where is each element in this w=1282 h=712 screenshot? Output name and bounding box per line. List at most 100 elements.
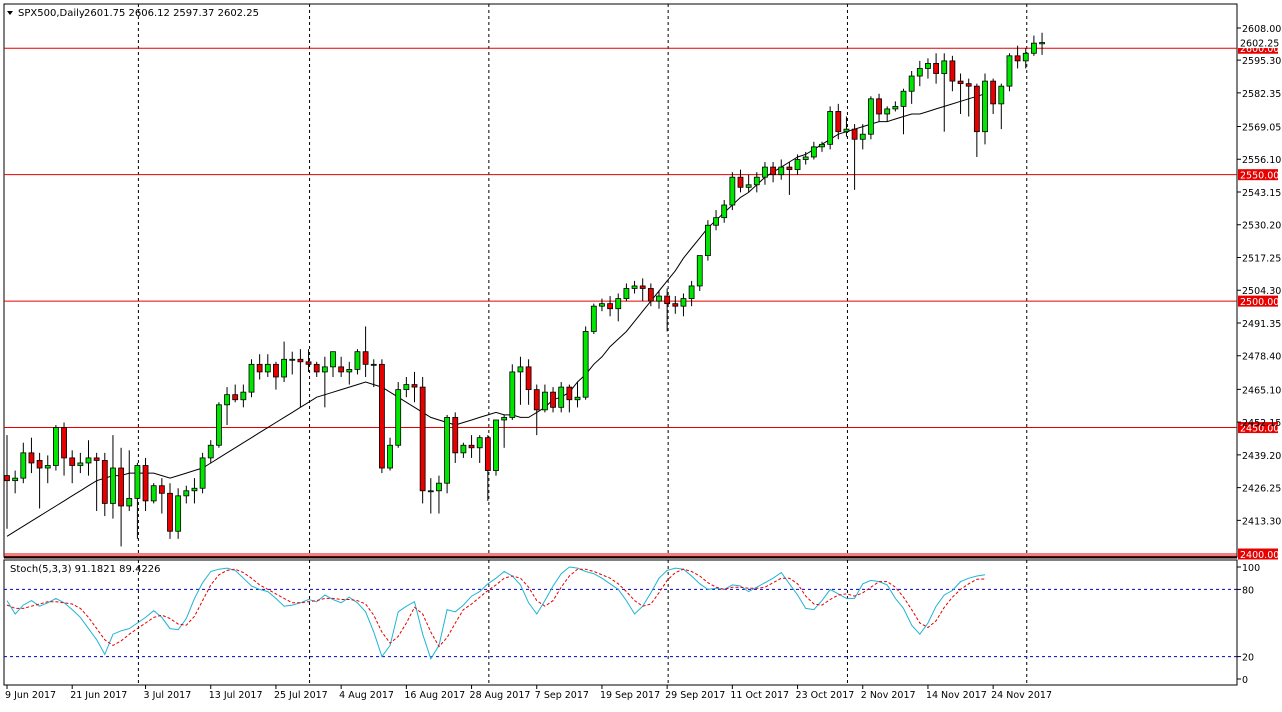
candle[interactable]	[582, 326, 589, 400]
candle[interactable]	[615, 293, 622, 322]
candle[interactable]	[933, 53, 939, 84]
candle[interactable]	[476, 435, 483, 463]
candle[interactable]	[558, 382, 565, 413]
candle[interactable]	[321, 356, 328, 408]
candle[interactable]	[240, 384, 247, 408]
candle[interactable]	[892, 101, 899, 112]
dropdown-arrow-icon[interactable]	[7, 11, 13, 15]
candle[interactable]	[289, 351, 296, 375]
candle[interactable]	[876, 93, 882, 122]
candle[interactable]	[411, 371, 418, 403]
candle[interactable]	[599, 298, 605, 312]
candle[interactable]	[493, 419, 499, 476]
candle[interactable]	[607, 296, 613, 317]
candle[interactable]	[224, 387, 230, 426]
candle[interactable]	[843, 116, 850, 137]
candle[interactable]	[158, 478, 165, 514]
candle[interactable]	[444, 414, 451, 494]
candle[interactable]	[183, 485, 190, 504]
candle[interactable]	[273, 361, 279, 390]
candle[interactable]	[436, 475, 442, 514]
candle[interactable]	[566, 384, 573, 413]
candle[interactable]	[354, 349, 361, 375]
candle[interactable]	[525, 359, 532, 405]
candle[interactable]	[248, 359, 255, 398]
candle[interactable]	[12, 470, 19, 494]
candle[interactable]	[110, 435, 116, 519]
candle[interactable]	[656, 291, 662, 309]
candle[interactable]	[745, 174, 752, 193]
candle[interactable]	[770, 162, 776, 183]
candle[interactable]	[550, 387, 556, 413]
candle[interactable]	[501, 414, 508, 448]
candle[interactable]	[762, 162, 768, 185]
candle[interactable]	[20, 442, 27, 484]
candle[interactable]	[713, 210, 719, 231]
candle[interactable]	[941, 53, 948, 132]
candle[interactable]	[85, 440, 92, 476]
candle[interactable]	[142, 457, 149, 512]
candle[interactable]	[835, 103, 842, 140]
candle[interactable]	[126, 450, 133, 512]
candle[interactable]	[150, 483, 157, 504]
candle[interactable]	[631, 280, 638, 294]
price-pane[interactable]	[3, 3, 1238, 558]
candle[interactable]	[990, 78, 997, 114]
candle[interactable]	[330, 351, 336, 377]
candle[interactable]	[362, 326, 369, 377]
candle[interactable]	[859, 124, 866, 150]
candle[interactable]	[403, 376, 410, 398]
candle[interactable]	[884, 106, 891, 122]
candle[interactable]	[590, 303, 597, 334]
candle[interactable]	[101, 452, 108, 517]
candle[interactable]	[395, 382, 402, 448]
candle[interactable]	[965, 78, 972, 117]
candle[interactable]	[256, 354, 263, 380]
candle[interactable]	[36, 452, 43, 509]
candle[interactable]	[973, 83, 980, 157]
candle[interactable]	[215, 402, 222, 448]
candle[interactable]	[460, 442, 467, 458]
candle[interactable]	[452, 412, 459, 463]
candle[interactable]	[753, 172, 760, 193]
candle[interactable]	[778, 159, 785, 180]
candle[interactable]	[1022, 48, 1029, 69]
candle[interactable]	[672, 296, 679, 314]
candle[interactable]	[427, 478, 434, 514]
candle[interactable]	[338, 356, 345, 377]
candle[interactable]	[916, 60, 923, 87]
candle[interactable]	[69, 450, 76, 484]
candle[interactable]	[199, 452, 206, 494]
candle[interactable]	[44, 455, 51, 484]
candle[interactable]	[819, 141, 825, 152]
candle[interactable]	[949, 55, 956, 92]
candle[interactable]	[1031, 35, 1037, 56]
candle[interactable]	[1014, 45, 1021, 69]
candle[interactable]	[370, 359, 377, 388]
candle[interactable]	[134, 462, 141, 539]
candle[interactable]	[851, 124, 858, 190]
candle[interactable]	[28, 437, 35, 474]
candle[interactable]	[721, 199, 728, 223]
candle[interactable]	[794, 154, 801, 175]
candle[interactable]	[191, 478, 198, 504]
candle[interactable]	[574, 382, 581, 408]
candle[interactable]	[175, 488, 182, 539]
candle[interactable]	[313, 361, 320, 377]
candle[interactable]	[61, 422, 67, 476]
candle[interactable]	[378, 359, 385, 474]
candle[interactable]	[232, 384, 239, 403]
candle[interactable]	[533, 384, 540, 436]
candle[interactable]	[900, 88, 907, 135]
candle[interactable]	[517, 356, 524, 405]
candle[interactable]	[998, 83, 1005, 130]
candle[interactable]	[484, 435, 491, 501]
candle[interactable]	[623, 283, 630, 302]
candle[interactable]	[167, 483, 173, 539]
candle[interactable]	[1006, 53, 1013, 92]
candle[interactable]	[207, 440, 214, 463]
candle[interactable]	[647, 283, 654, 307]
candle[interactable]	[802, 151, 809, 165]
candle[interactable]	[419, 376, 426, 504]
